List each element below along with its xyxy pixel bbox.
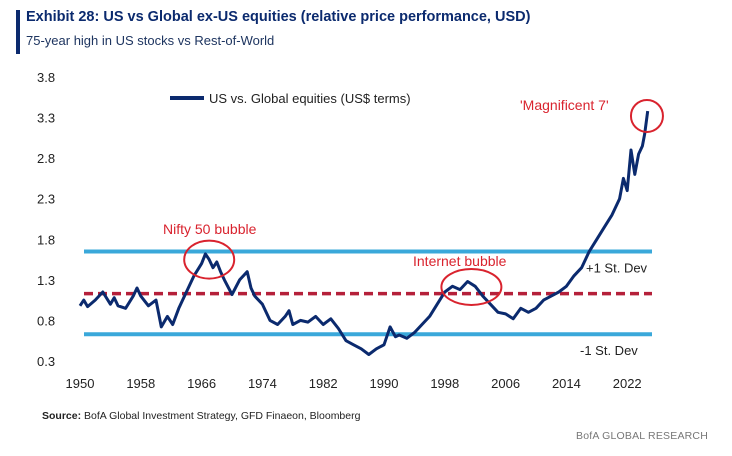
x-tick-label: 1958 <box>126 376 155 391</box>
source-text: BofA Global Investment Strategy, GFD Fin… <box>81 410 361 422</box>
x-tick-label: 2014 <box>552 376 581 391</box>
legend: US vs. Global equities (US$ terms) <box>170 91 411 106</box>
y-tick-label: 2.8 <box>37 151 55 166</box>
magnificent-7-label: 'Magnificent 7' <box>520 97 609 113</box>
x-axis: 1950 1958 1966 1974 1982 1990 1998 2006 2014 2022 <box>66 376 642 391</box>
y-tick-label: 3.3 <box>37 111 55 126</box>
x-tick-label: 2022 <box>613 376 642 391</box>
x-tick-label: 1950 <box>66 376 95 391</box>
chart-subtitle: 75-year high in US stocks vs Rest-of-Wor… <box>26 33 275 48</box>
source-label: Source: <box>42 410 82 422</box>
y-tick-label: 2.3 <box>37 192 55 207</box>
series-line <box>78 110 650 356</box>
x-tick-label: 2006 <box>491 376 520 391</box>
chart-title: Exhibit 28: US vs Global ex-US equities … <box>26 9 531 25</box>
plus-one-sd-label: +1 St. Dev <box>586 260 648 275</box>
title-accent-bar <box>16 10 20 54</box>
brand-label: BofA GLOBAL RESEARCH <box>576 430 708 442</box>
y-tick-label: 3.8 <box>37 70 55 85</box>
x-tick-label: 1974 <box>248 376 277 391</box>
x-tick-label: 1966 <box>187 376 216 391</box>
reference-lines: +1 St. Dev -1 St. Dev <box>84 249 652 358</box>
y-tick-label: 0.8 <box>37 313 55 328</box>
legend-label: US vs. Global equities (US$ terms) <box>209 91 411 106</box>
minus-one-sd-label: -1 St. Dev <box>580 343 638 358</box>
x-tick-label: 1982 <box>309 376 338 391</box>
nifty-50-label: Nifty 50 bubble <box>163 221 257 237</box>
y-axis: 0.3 0.8 1.3 1.8 2.3 2.8 3.3 3.8 <box>37 70 55 369</box>
nifty-50-circle <box>183 239 236 280</box>
magnificent-7-circle <box>629 98 664 133</box>
internet-bubble-circle <box>440 267 503 306</box>
source-note: Source: BofA Global Investment Strategy,… <box>42 410 360 422</box>
y-tick-label: 1.8 <box>37 232 55 247</box>
x-tick-label: 1990 <box>370 376 399 391</box>
y-tick-label: 1.3 <box>37 273 55 288</box>
internet-bubble-label: Internet bubble <box>413 253 507 269</box>
y-tick-label: 0.3 <box>37 354 55 369</box>
annotations: Nifty 50 bubble Internet bubble 'Magnifice… <box>163 97 664 306</box>
x-tick-label: 1998 <box>430 376 459 391</box>
